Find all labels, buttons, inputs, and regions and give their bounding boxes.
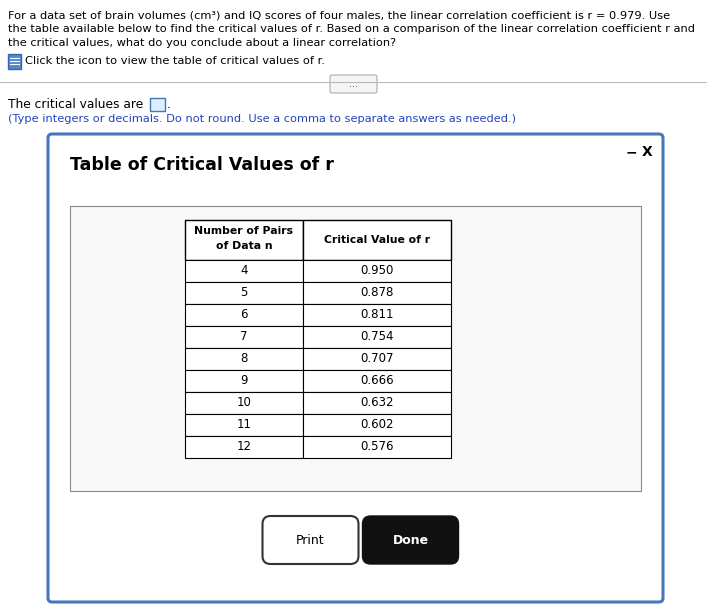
Text: Table of Critical Values of r: Table of Critical Values of r <box>70 156 334 174</box>
Text: 8: 8 <box>240 352 247 365</box>
Text: 7: 7 <box>240 330 247 343</box>
Text: 11: 11 <box>237 419 252 432</box>
Bar <box>185 282 303 304</box>
Bar <box>303 436 451 458</box>
Text: Number of Pairs: Number of Pairs <box>194 226 293 236</box>
Text: Click the icon to view the table of critical values of r.: Click the icon to view the table of crit… <box>25 56 325 66</box>
Text: 9: 9 <box>240 375 247 387</box>
Bar <box>303 326 451 348</box>
FancyBboxPatch shape <box>8 54 21 69</box>
Bar <box>185 348 303 370</box>
Bar <box>303 220 451 260</box>
Bar <box>185 370 303 392</box>
Text: (Type integers or decimals. Do not round. Use a comma to separate answers as nee: (Type integers or decimals. Do not round… <box>8 114 516 124</box>
Bar <box>303 370 451 392</box>
Bar <box>303 392 451 414</box>
Text: The critical values are: The critical values are <box>8 98 144 111</box>
Text: 0.632: 0.632 <box>361 397 394 409</box>
Text: 0.666: 0.666 <box>360 375 394 387</box>
Text: 6: 6 <box>240 308 247 321</box>
Text: For a data set of brain volumes (cm³) and IQ scores of four males, the linear co: For a data set of brain volumes (cm³) an… <box>8 10 670 20</box>
Text: Done: Done <box>392 533 428 547</box>
Bar <box>70 206 641 491</box>
Text: 10: 10 <box>237 397 252 409</box>
Text: .: . <box>167 98 171 111</box>
Bar <box>185 260 303 282</box>
FancyBboxPatch shape <box>330 75 377 93</box>
FancyBboxPatch shape <box>363 516 459 564</box>
Text: 12: 12 <box>237 441 252 454</box>
Bar <box>303 348 451 370</box>
Text: 0.754: 0.754 <box>361 330 394 343</box>
Text: of Data n: of Data n <box>216 241 272 251</box>
Bar <box>303 260 451 282</box>
Text: the table available below to find the critical values of r. Based on a compariso: the table available below to find the cr… <box>8 24 695 34</box>
FancyBboxPatch shape <box>262 516 358 564</box>
Text: 0.950: 0.950 <box>361 264 394 278</box>
Text: 4: 4 <box>240 264 247 278</box>
Bar <box>185 304 303 326</box>
Text: 0.811: 0.811 <box>361 308 394 321</box>
Bar <box>303 282 451 304</box>
Bar <box>185 220 303 260</box>
Text: X: X <box>642 145 653 159</box>
Text: Print: Print <box>296 533 325 547</box>
Text: 0.707: 0.707 <box>361 352 394 365</box>
Bar <box>185 436 303 458</box>
Text: −: − <box>625 145 637 159</box>
Text: 0.878: 0.878 <box>361 286 394 300</box>
Bar <box>185 414 303 436</box>
Text: the critical values, what do you conclude about a linear correlation?: the critical values, what do you conclud… <box>8 38 396 48</box>
Bar <box>150 98 165 111</box>
Text: 0.576: 0.576 <box>361 441 394 454</box>
Bar <box>303 304 451 326</box>
Bar <box>185 326 303 348</box>
Text: 5: 5 <box>240 286 247 300</box>
FancyBboxPatch shape <box>48 134 663 602</box>
Bar <box>185 392 303 414</box>
Text: 0.602: 0.602 <box>361 419 394 432</box>
Text: Critical Value of r: Critical Value of r <box>324 235 430 245</box>
Bar <box>303 414 451 436</box>
Text: ...: ... <box>349 79 358 89</box>
